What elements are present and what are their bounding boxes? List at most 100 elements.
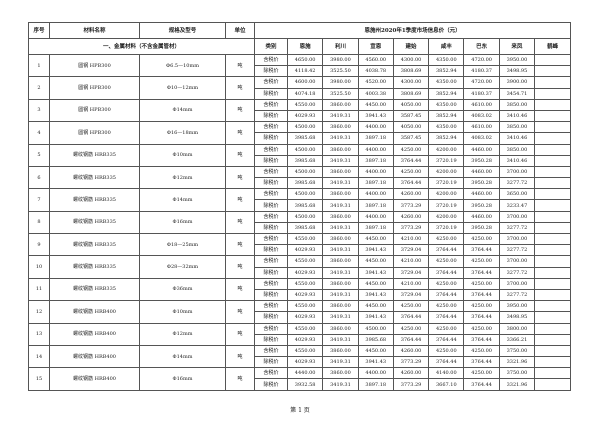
material-spec: Φ10mm <box>139 300 226 324</box>
price-cell: 4250.00 <box>392 143 430 156</box>
price-type: 除税价 <box>254 87 288 100</box>
price-cell: 3941.43 <box>357 244 394 257</box>
price-cell <box>534 356 572 369</box>
price-type: 除税价 <box>254 199 288 212</box>
row-number: 2 <box>28 76 50 100</box>
price-cell: 4250.00 <box>428 277 465 290</box>
price-cell: 4610.00 <box>463 98 500 111</box>
price-cell: 3985.68 <box>286 154 324 167</box>
material-spec: Φ6.5—10mm <box>139 53 226 78</box>
price-type: 含税价 <box>254 232 288 246</box>
price-cell: 4200.00 <box>428 165 465 179</box>
price-cell: 3587.45 <box>392 109 430 123</box>
price-cell <box>534 121 572 134</box>
price-cell: 4250.00 <box>463 344 500 358</box>
price-cell: 4720.00 <box>463 53 500 67</box>
subheader-cell: 建始 <box>392 38 430 55</box>
price-cell: 3764.44 <box>463 244 500 257</box>
price-cell: 4550.00 <box>286 277 324 290</box>
price-cell: 3277.72 <box>498 266 536 279</box>
price-cell: 3720.19 <box>428 221 465 235</box>
price-cell: 4250.00 <box>392 165 430 179</box>
price-cell <box>534 132 572 145</box>
unit: 吨 <box>225 165 255 190</box>
price-cell <box>534 98 572 111</box>
price-cell: 4083.02 <box>463 109 500 123</box>
table-row: 7 螺纹钢筋 HRB335 Φ14mm 吨含税价 4500.00 3860.00 4400.… <box>28 188 572 212</box>
price-cell: 4200.00 <box>428 143 465 156</box>
price-cell: 3897.18 <box>357 221 394 235</box>
price-cell: 3277.72 <box>498 244 536 257</box>
price-cell: 4250.00 <box>428 232 465 246</box>
price-cell <box>534 177 572 190</box>
price-cell: 4210.00 <box>392 255 430 268</box>
price-cell: 3700.00 <box>498 255 536 268</box>
price-cell: 3860.00 <box>322 367 359 380</box>
price-cell: 4450.00 <box>357 277 394 290</box>
unit: 吨 <box>225 76 255 100</box>
price-cell: 3700.00 <box>498 277 536 290</box>
material-spec: Φ14mm <box>139 98 226 123</box>
price-cell: 4140.00 <box>428 367 465 380</box>
price-cell: 3764.44 <box>463 288 500 302</box>
table-row: 8 螺纹钢筋 HRB335 Φ16mm 吨含税价 4500.00 3860.00 4400.… <box>28 210 572 235</box>
price-cell: 4250.00 <box>428 344 465 358</box>
price-cell: 3860.00 <box>322 232 359 246</box>
header-spec: 规格及型号 <box>139 22 226 39</box>
price-type: 除税价 <box>254 288 288 302</box>
table-row: 5 螺纹钢筋 HRB335 Φ10mm 吨含税价 4500.00 3860.00 4400.… <box>28 143 572 167</box>
table-row: 除税价 4029.93 3419.31 3941.43 3729.04 3764.44 37… <box>29 266 572 279</box>
row-number: 11 <box>28 277 50 302</box>
price-cell: 4350.00 <box>428 76 465 89</box>
price-cell: 3860.00 <box>322 188 359 201</box>
unit: 吨 <box>225 210 255 235</box>
price-cell: 4450.00 <box>357 98 394 111</box>
table-row: 4 圆钢 HPB300 Φ16—18mm 吨含税价 4500.00 3860.00 4400… <box>28 121 572 145</box>
price-cell: 4029.93 <box>286 244 324 257</box>
table-row: 除税价 4029.93 3419.31 3941.43 3729.04 3764.44 37… <box>29 244 572 257</box>
price-cell: 4610.00 <box>463 121 500 134</box>
unit: 吨 <box>225 188 255 212</box>
price-cell <box>534 188 572 201</box>
subheader-cell: 咸丰 <box>428 38 465 55</box>
price-cell: 3985.68 <box>286 199 324 212</box>
price-type: 除税价 <box>254 109 288 123</box>
price-cell: 4250.00 <box>392 300 430 313</box>
price-cell: 3764.44 <box>392 311 430 324</box>
price-cell <box>534 143 572 156</box>
row-number: 4 <box>28 121 50 145</box>
price-cell: 3764.44 <box>463 266 500 279</box>
material-spec: Φ16—18mm <box>139 121 226 145</box>
price-cell: 3980.00 <box>322 53 359 67</box>
price-cell: 3419.31 <box>322 378 359 391</box>
header-name: 材料名称 <box>49 22 140 39</box>
row-number: 14 <box>28 344 50 369</box>
price-cell: 4460.00 <box>463 210 500 223</box>
price-cell: 3860.00 <box>322 121 359 134</box>
price-cell: 3410.46 <box>498 132 536 145</box>
subheader-cell: 利川 <box>322 38 359 55</box>
material-spec: Φ28—32mm <box>139 255 226 279</box>
price-cell: 3729.04 <box>392 244 430 257</box>
price-cell: 3985.68 <box>286 221 324 235</box>
material-name: 螺纹钢筋 HRB335 <box>49 210 140 235</box>
price-cell: 3860.00 <box>322 277 359 290</box>
price-cell: 4210.00 <box>392 232 430 246</box>
price-type: 含税价 <box>254 300 288 313</box>
table-row: 除税价 3932.58 3419.31 3897.18 3773.29 3667.10 37… <box>29 378 572 391</box>
unit: 吨 <box>225 322 255 346</box>
price-cell: 4550.00 <box>286 300 324 313</box>
price-cell: 3764.44 <box>428 311 465 324</box>
price-cell: 4260.00 <box>392 367 430 380</box>
price-cell: 3419.31 <box>322 288 359 302</box>
price-type: 除税价 <box>254 177 288 190</box>
material-spec: Φ12mm <box>139 165 226 190</box>
price-cell: 3900.00 <box>498 76 536 89</box>
material-name: 螺纹钢筋 HRB335 <box>49 255 140 279</box>
price-cell: 3650.00 <box>498 188 536 201</box>
table-row: 除税价 4029.93 3419.31 3941.43 3729.04 3764.44 37… <box>29 288 572 302</box>
price-cell: 4050.00 <box>392 121 430 134</box>
price-cell: 4038.78 <box>357 65 394 78</box>
price-cell: 3897.18 <box>357 378 394 391</box>
material-name: 螺纹钢筋 HRB400 <box>49 322 140 346</box>
